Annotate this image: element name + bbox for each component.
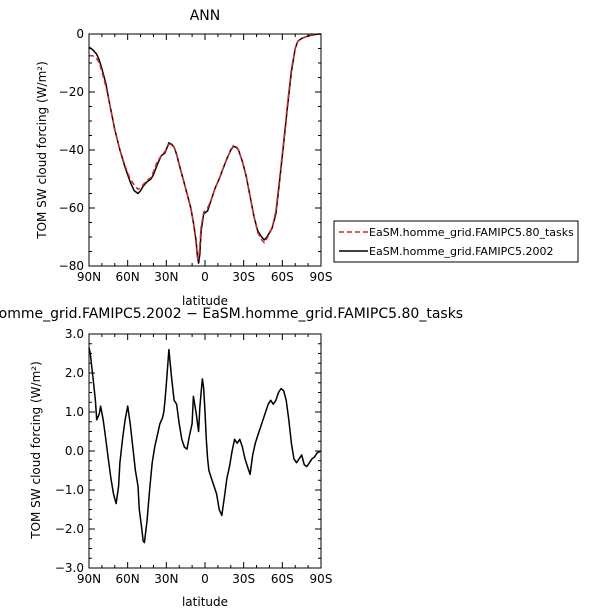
bottom-ytick-label: −2.0 <box>55 522 84 536</box>
top-ytick-label: 0 <box>76 27 84 41</box>
top-ytick-label: −80 <box>59 259 84 273</box>
top-chart-frame <box>88 33 322 267</box>
bottom-ytick-label: 1.0 <box>65 405 84 419</box>
top-series-line-1 <box>89 33 322 260</box>
bottom-chart-axes: 90N 60N 30N 0 30S 60S 90S 3.0 2.0 1.0 0.0 −1.0 −2.0 −… <box>55 327 333 586</box>
top-ytick-label: −40 <box>59 143 84 157</box>
top-xtick-label: 30N <box>154 270 178 284</box>
legend-box <box>333 220 579 263</box>
top-chart-xlabel: latitude <box>182 294 228 308</box>
top-chart-panel: ANN 90N 60N 30N 0 30S 60S 90S 0 −20 −40 −60 −80 lat… <box>35 8 579 308</box>
top-ytick-label: −60 <box>59 201 84 215</box>
bottom-xtick-label: 60N <box>116 572 140 586</box>
bottom-xtick-label: 90N <box>77 572 101 586</box>
top-chart-title: ANN <box>190 8 221 24</box>
top-xtick-label: 60S <box>271 270 294 284</box>
top-chart-axes: 90N 60N 30N 0 30S 60S 90S 0 −20 −40 −60 −80 <box>59 27 333 284</box>
bottom-xtick-label: 0 <box>201 572 209 586</box>
top-xtick-label: 0 <box>201 270 209 284</box>
top-xtick-label: 90S <box>310 270 333 284</box>
bottom-chart-series <box>88 347 322 544</box>
top-chart-series <box>88 33 322 264</box>
bottom-xtick-label: 30N <box>154 572 178 586</box>
top-chart-ylabel: TOM SW cloud forcing (W/m²) <box>35 61 49 240</box>
bottom-ytick-label: −1.0 <box>55 483 84 497</box>
top-xtick-label: 60N <box>116 270 140 284</box>
top-xtick-label: 30S <box>232 270 255 284</box>
bottom-ytick-label: 3.0 <box>65 327 84 341</box>
bottom-xtick-label: 90S <box>310 572 333 586</box>
top-series-line-0 <box>88 33 322 264</box>
legend-label-80-tasks: EaSM.homme_grid.FAMIPC5.80_tasks <box>369 226 574 239</box>
bottom-chart-title: EaSM.homme_grid.FAMIPC5.2002 − EaSM.homm… <box>0 306 463 322</box>
legend-label-2002: EaSM.homme_grid.FAMIPC5.2002 <box>369 245 553 258</box>
top-xtick-label: 90N <box>77 270 101 284</box>
legend: EaSM.homme_grid.FAMIPC5.80_tasks EaSM.ho… <box>333 220 579 263</box>
bottom-ytick-label: −3.0 <box>55 561 84 575</box>
bottom-xtick-label: 60S <box>271 572 294 586</box>
bottom-chart-xlabel: latitude <box>182 595 228 609</box>
bottom-series-line-0 <box>88 347 322 544</box>
bottom-chart-ylabel: TOM SW cloud forcing (W/m²) <box>29 361 43 540</box>
bottom-ytick-label: 2.0 <box>65 366 84 380</box>
bottom-xtick-label: 30S <box>232 572 255 586</box>
top-ytick-label: −20 <box>59 85 84 99</box>
bottom-ytick-label: 0.0 <box>65 444 84 458</box>
bottom-chart-panel: EaSM.homme_grid.FAMIPC5.2002 − EaSM.homm… <box>0 306 463 609</box>
bottom-chart-frame <box>88 333 322 569</box>
